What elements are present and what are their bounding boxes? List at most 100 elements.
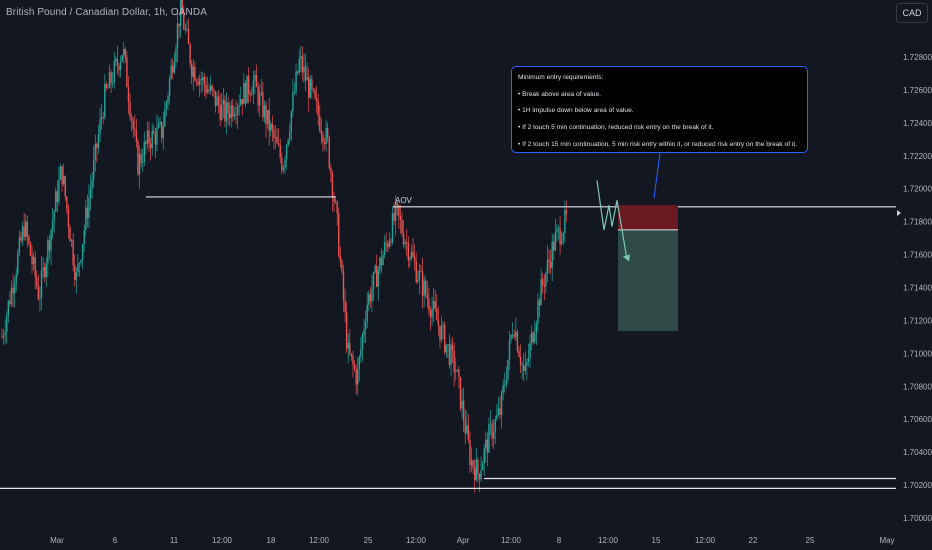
candle-body <box>447 343 449 345</box>
note-line-0: Minimum entry requirements: <box>518 74 604 81</box>
candle-body <box>470 460 473 466</box>
candle-body <box>191 63 193 77</box>
candle-body <box>466 425 468 434</box>
candle-body <box>464 421 466 434</box>
candle <box>483 444 485 476</box>
candle <box>61 165 63 193</box>
candle-body <box>298 58 300 73</box>
price-axis[interactable]: 1.70000 1.70200 1.70400 1.70600 1.70800 1.710… <box>903 53 932 523</box>
y-tick-label: 1.72800 <box>903 53 932 62</box>
candle-body <box>481 463 484 471</box>
candle-body <box>434 300 436 309</box>
candle <box>355 364 357 395</box>
candle <box>153 125 155 135</box>
time-axis[interactable]: Mar 6 11 12:00 18 12:00 25 12:00 Apr 12:00 8 12:00 1… <box>50 536 894 545</box>
candle-body <box>459 376 462 409</box>
candle <box>39 286 41 312</box>
candle-body <box>151 130 153 149</box>
candle-body <box>118 65 120 71</box>
candle <box>140 148 142 168</box>
candle <box>47 236 49 278</box>
candle-body <box>138 154 141 175</box>
candle-body <box>7 301 10 316</box>
candle-body <box>401 220 403 234</box>
candle-body <box>371 288 373 302</box>
candle-body <box>342 270 345 301</box>
candle-body <box>562 233 564 241</box>
candle <box>127 76 130 115</box>
candle <box>2 329 5 345</box>
candle <box>268 97 270 146</box>
candle <box>480 456 482 482</box>
candle <box>366 292 368 329</box>
candle <box>538 297 541 318</box>
stop-loss-zone[interactable] <box>618 205 678 230</box>
candle-body <box>121 55 123 62</box>
candle <box>357 357 359 396</box>
candle-body <box>29 242 32 256</box>
candle-body <box>328 137 330 168</box>
candle <box>497 396 500 417</box>
candle <box>53 209 55 233</box>
y-tick-label: 1.70800 <box>903 382 932 391</box>
candle-body <box>527 357 530 362</box>
candle <box>369 286 372 308</box>
candle <box>387 240 389 253</box>
y-tick-label: 1.72200 <box>903 152 932 161</box>
candle-body <box>176 23 179 50</box>
candle <box>491 420 493 447</box>
candle-body <box>232 105 234 117</box>
candle-body <box>266 109 269 125</box>
candle <box>132 117 134 139</box>
candle <box>187 18 190 45</box>
candle-body <box>391 213 394 243</box>
candle-body <box>546 259 549 274</box>
candle-body <box>116 58 119 66</box>
candle <box>380 248 383 274</box>
candle-body <box>448 343 451 366</box>
candle <box>51 207 54 239</box>
y-tick-label: 1.70600 <box>903 415 932 424</box>
candle <box>276 128 278 144</box>
candle <box>320 118 323 145</box>
candle-body <box>149 143 152 149</box>
candle-body <box>265 105 267 125</box>
candle-body <box>263 105 266 118</box>
x-tick-label: 8 <box>557 536 562 545</box>
candle <box>7 299 10 323</box>
candle-body <box>252 80 255 94</box>
candle <box>394 195 397 236</box>
take-profit-zone[interactable] <box>618 229 678 332</box>
candle <box>488 417 490 454</box>
candle <box>77 254 79 277</box>
candle-body <box>450 344 452 366</box>
candle <box>94 134 96 172</box>
candle <box>529 334 531 369</box>
candle <box>186 20 188 32</box>
candle-body <box>137 141 139 175</box>
position-tool[interactable] <box>618 205 678 332</box>
candle <box>214 91 217 113</box>
candle <box>257 82 259 113</box>
candle <box>36 270 38 290</box>
candle <box>172 58 174 80</box>
candle <box>164 100 166 128</box>
candle-body <box>326 127 329 138</box>
candle <box>361 332 364 362</box>
candle <box>81 243 84 269</box>
candle-body <box>308 77 310 98</box>
candle <box>173 52 176 75</box>
candle <box>308 67 310 113</box>
candle <box>345 301 348 353</box>
candle <box>425 277 427 298</box>
currency-button[interactable]: CAD <box>896 3 928 23</box>
candle <box>415 252 417 284</box>
candle <box>254 70 256 94</box>
candle <box>118 63 120 78</box>
candle-body <box>432 300 435 310</box>
projected-path <box>596 180 630 262</box>
candle-body <box>377 270 379 287</box>
candle <box>107 83 109 89</box>
candle-body <box>357 368 359 385</box>
